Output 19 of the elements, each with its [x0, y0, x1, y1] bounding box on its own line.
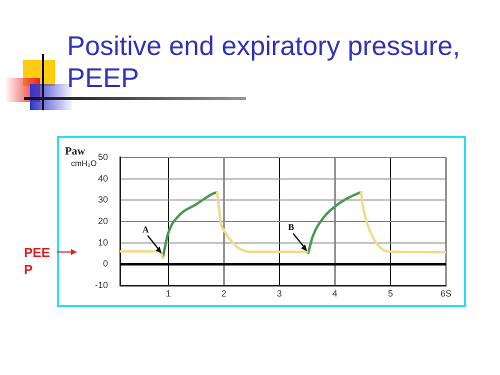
x-tick-label: 3	[276, 288, 282, 298]
y-tick-label: 10	[98, 237, 108, 248]
x-tick-label: 4	[332, 288, 338, 298]
y-tick-label: 0	[102, 258, 108, 269]
text: PEEP	[24, 244, 52, 278]
y-tick-label: -10	[94, 280, 108, 290]
x-tick-label: 2	[221, 288, 226, 298]
y-tick-label: 20	[98, 216, 108, 226]
annotation: A	[142, 224, 150, 234]
y-tick-label: 40	[98, 173, 108, 184]
x-tick-label: 6S	[440, 288, 452, 298]
x-tick-label: 1	[166, 288, 171, 298]
y-axis-title: Paw	[65, 145, 86, 158]
x-tick-label: 5	[388, 288, 393, 298]
text: cmH₂O	[71, 159, 97, 168]
chart-title: Positive end expiratory pressure, PEEP	[67, 30, 462, 94]
y-tick-label: 30	[98, 194, 108, 205]
annotation: B	[288, 222, 294, 232]
y-tick-label: 50	[98, 152, 108, 162]
